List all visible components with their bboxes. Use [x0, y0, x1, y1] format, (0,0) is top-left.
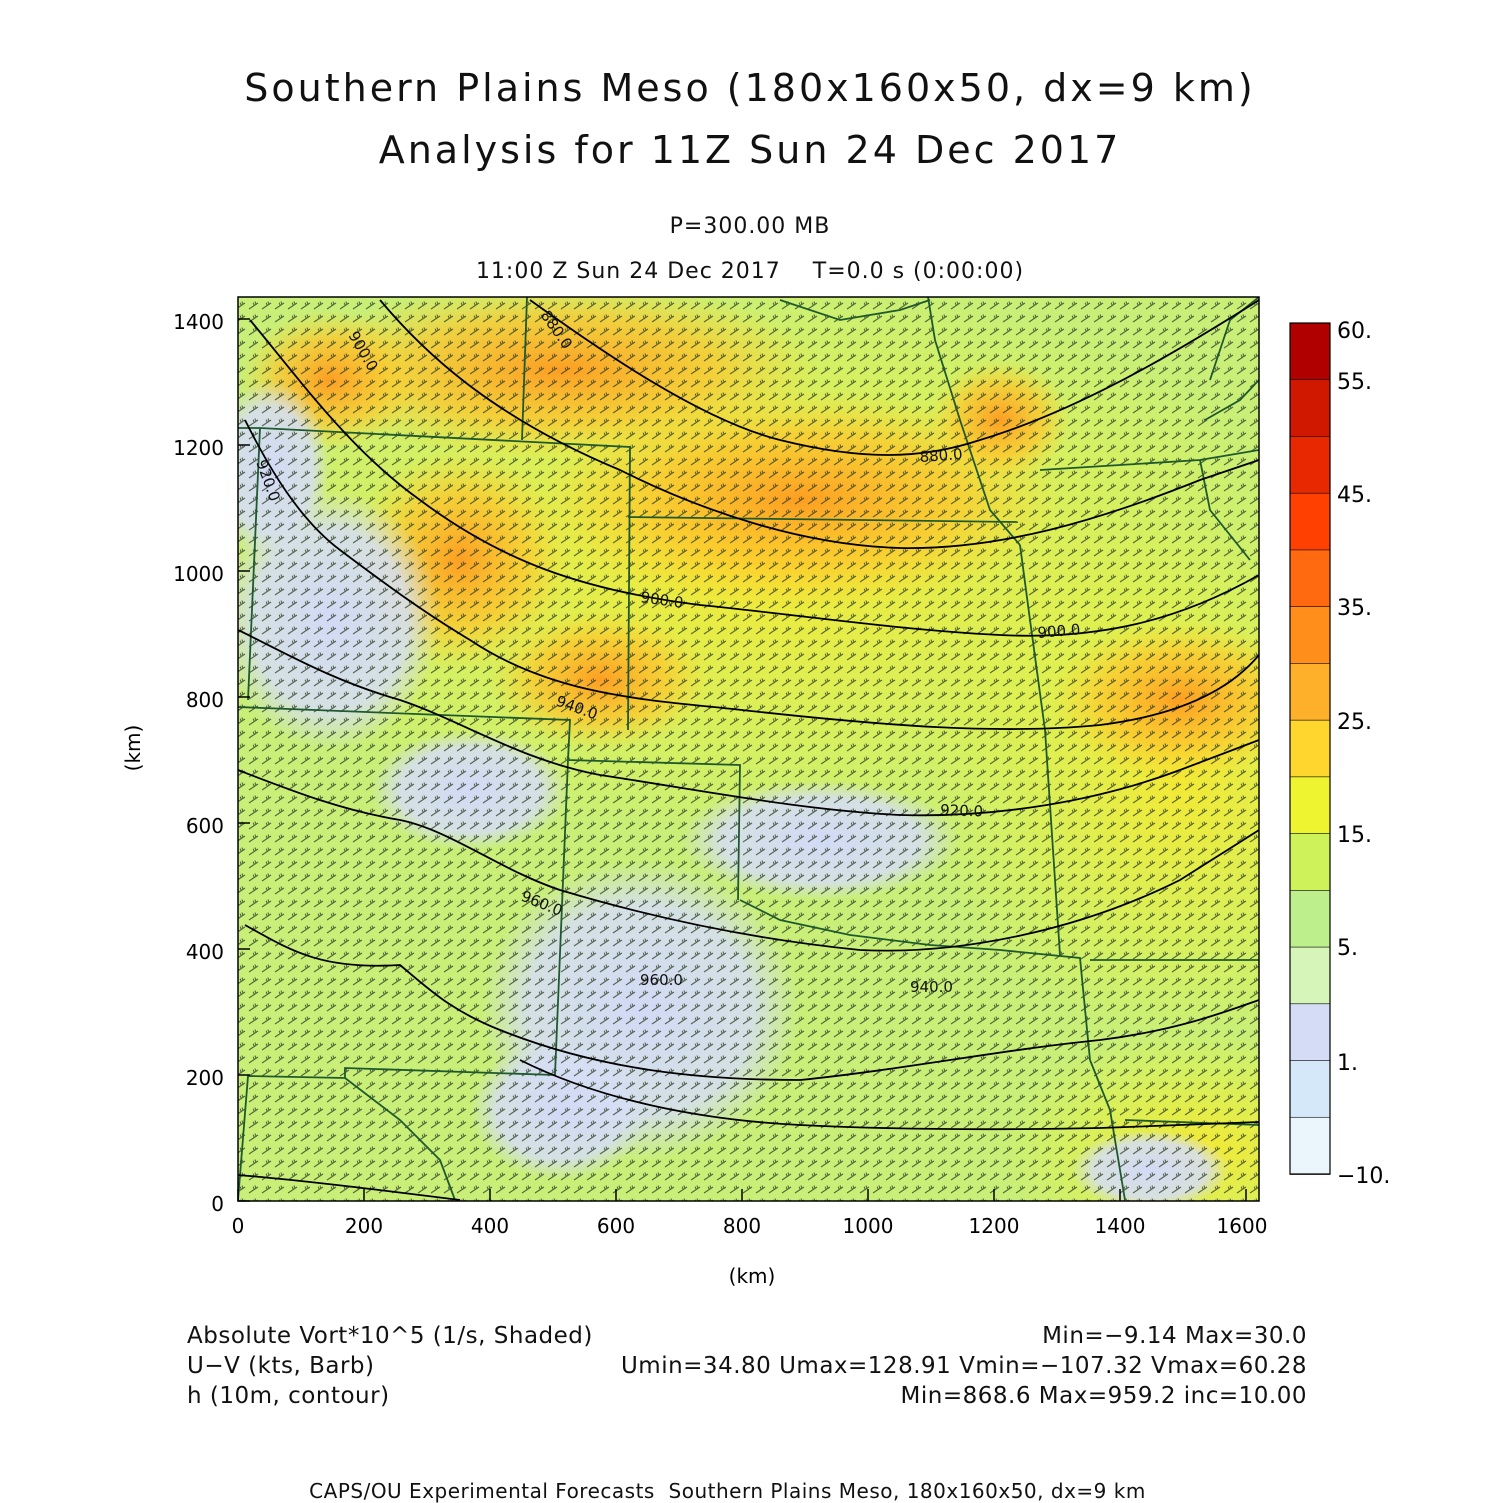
- colorbar-swatch: [1289, 946, 1331, 1005]
- colorbar-swatch: [1289, 719, 1331, 778]
- title-line-2: Analysis for 11Z Sun 24 Dec 2017: [378, 128, 1122, 172]
- colorbar-swatch: [1289, 890, 1331, 948]
- colorbar-label: 1.: [1337, 1051, 1358, 1076]
- pressure-level: P=300.00 MB: [669, 214, 831, 239]
- colorbar: 60. 55. 45. 35. 25. 15. 5. 1. −10.: [1289, 319, 1390, 1189]
- colorbar-swatch: [1289, 606, 1331, 665]
- y-tick-label: 1400: [173, 310, 224, 334]
- contour-label: 920.0: [940, 801, 984, 820]
- y-tick-label: 800: [186, 688, 224, 712]
- x-tick-label: 1400: [1095, 1214, 1146, 1238]
- x-tick-label: 1000: [843, 1214, 894, 1238]
- colorbar-swatch: [1289, 549, 1331, 608]
- x-tick-label: 1200: [969, 1214, 1020, 1238]
- field2-name: U−V (kts, Barb): [187, 1353, 375, 1379]
- colorbar-label: 25.: [1337, 710, 1372, 735]
- title-line-1: Southern Plains Meso (180x160x50, dx=9 k…: [244, 66, 1256, 110]
- colorbar-swatch: [1289, 436, 1331, 495]
- colorbar-label: 55.: [1337, 370, 1372, 395]
- field3-stats: Min=868.6 Max=959.2 inc=10.00: [900, 1383, 1307, 1409]
- plot-frame: [237, 296, 1260, 1202]
- x-tick-label: 800: [723, 1214, 761, 1238]
- colorbar-label: 60.: [1337, 319, 1372, 344]
- colorbar-label: 35.: [1337, 596, 1372, 621]
- contour-label: 900.0: [1037, 620, 1081, 642]
- contour-label: 900.0: [639, 588, 684, 612]
- x-axis-label: (km): [729, 1264, 776, 1288]
- x-tick-label: 600: [597, 1214, 635, 1238]
- colorbar-swatch: [1289, 379, 1331, 438]
- contour-label: 960.0: [640, 971, 683, 989]
- y-tick-label: 0: [211, 1192, 224, 1216]
- colorbar-swatch: [1289, 663, 1331, 721]
- x-axis: 0 200 400 600 800 1000 1200 1400 1600 (k…: [232, 1189, 1268, 1288]
- y-axis-label: (km): [121, 725, 145, 772]
- footer-credit: CAPS/OU Experimental Forecasts Southern …: [309, 1479, 1146, 1503]
- colorbar-swatch: [1289, 1060, 1331, 1119]
- colorbar-label: −10.: [1337, 1164, 1390, 1189]
- colorbar-swatch: [1289, 833, 1331, 892]
- colorbar-label: 45.: [1337, 483, 1372, 508]
- x-tick-label: 400: [471, 1214, 509, 1238]
- colorbar-swatch: [1289, 322, 1331, 381]
- map-plot: 880.0 900.0 920.0 940.0 960.0 880.0 900.…: [121, 296, 1390, 1288]
- state-boundaries: [238, 297, 1259, 1201]
- y-tick-label: 600: [186, 814, 224, 838]
- height-contours: [238, 299, 1259, 1201]
- x-tick-label: 200: [345, 1214, 383, 1238]
- field3-name: h (10m, contour): [187, 1383, 390, 1409]
- colorbar-label: 15.: [1337, 823, 1372, 848]
- field1-stats: Min=−9.14 Max=30.0: [1042, 1323, 1307, 1349]
- contour-label: 940.0: [910, 978, 953, 996]
- y-tick-label: 1200: [173, 436, 224, 460]
- y-axis: 0 200 400 600 800 1000 1200 1400 (km): [121, 310, 250, 1216]
- y-tick-label: 200: [186, 1066, 224, 1090]
- colorbar-swatch: [1289, 492, 1331, 551]
- x-tick-label: 0: [232, 1214, 245, 1238]
- colorbar-label: 5.: [1337, 936, 1358, 961]
- colorbar-swatch: [1289, 1116, 1331, 1175]
- colorbar-swatch: [1289, 1003, 1331, 1062]
- contour-label: 880.0: [919, 445, 963, 466]
- field2-stats: Umin=34.80 Umax=128.91 Vmin=−107.32 Vmax…: [620, 1353, 1307, 1379]
- x-tick-label: 1600: [1217, 1214, 1268, 1238]
- y-tick-label: 1000: [173, 562, 224, 586]
- y-tick-label: 400: [186, 940, 224, 964]
- field1-name: Absolute Vort*10^5 (1/s, Shaded): [187, 1323, 593, 1349]
- colorbar-swatch: [1289, 776, 1331, 835]
- valid-time: 11:00 Z Sun 24 Dec 2017 T=0.0 s (0:00:00…: [475, 259, 1025, 284]
